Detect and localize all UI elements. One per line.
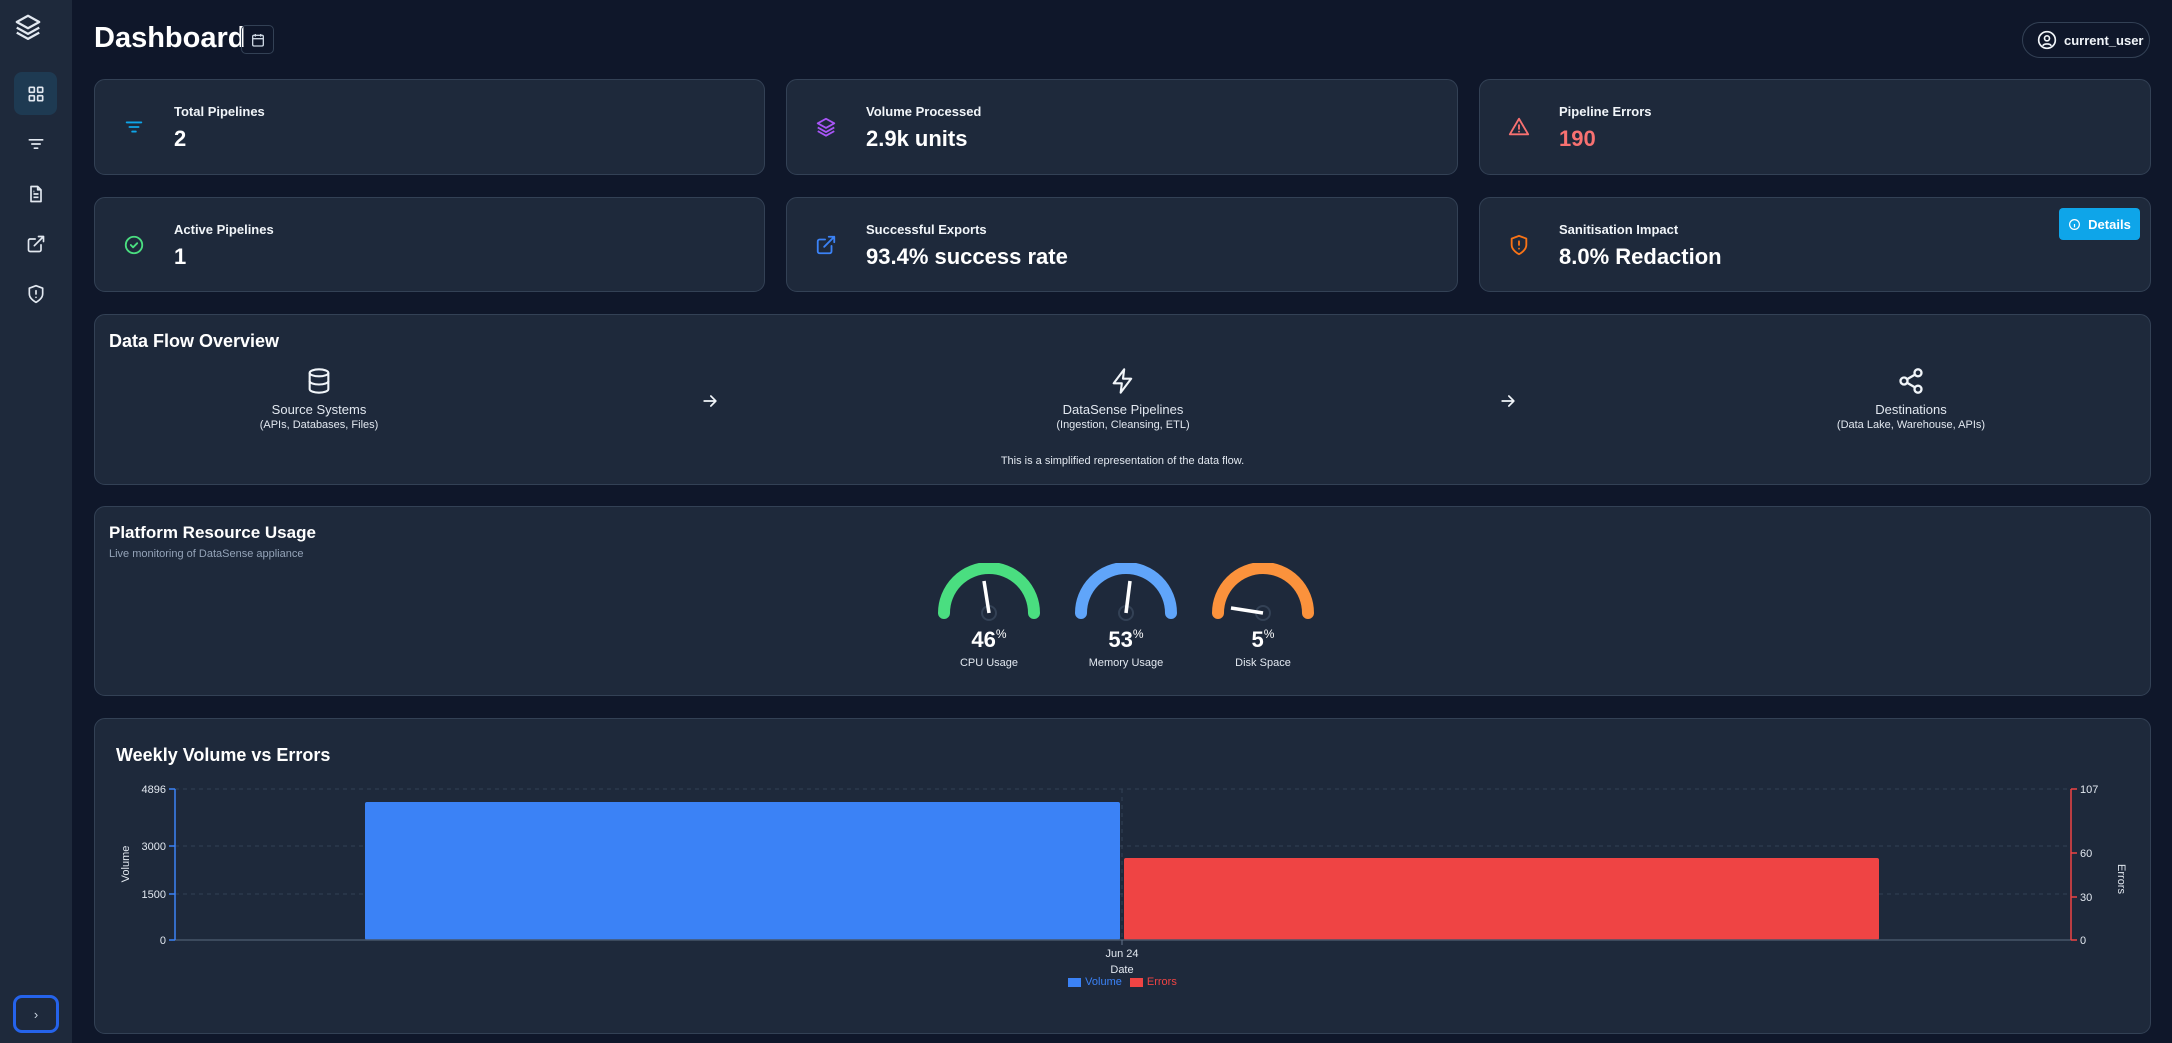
- gauge-dial: [938, 563, 1040, 621]
- grid-icon: [28, 86, 44, 101]
- gauge-memory: 53% Memory Usage: [1071, 563, 1181, 669]
- flow-note: This is a simplified representation of t…: [1000, 455, 1245, 467]
- stat-value: 2: [174, 126, 187, 151]
- page-title: Dashboard: [94, 22, 246, 54]
- gauge-value: 5%: [1251, 627, 1275, 652]
- flow-node-destinations: Destinations (Data Lake, Warehouse, APIs…: [1761, 367, 2061, 431]
- sidebar-item-documents[interactable]: [14, 172, 57, 215]
- stat-value: 93.4% success rate: [866, 244, 1068, 269]
- svg-text:1500: 1500: [142, 889, 166, 901]
- bar-chart: 4896 3000 1500 0 Volume 107 60 30 0 Erro…: [120, 784, 2127, 976]
- svg-text:0: 0: [2080, 935, 2086, 947]
- svg-text:Volume: Volume: [120, 846, 132, 883]
- data-flow-card: Data Flow Overview Source Systems (APIs,…: [94, 314, 2151, 485]
- bar-errors: [1124, 858, 1879, 940]
- bar-volume: [365, 802, 1120, 940]
- shield-alert-icon: [28, 284, 44, 303]
- gauge-label: CPU Usage: [959, 657, 1019, 669]
- sidebar-expand-button[interactable]: ›: [13, 995, 59, 1033]
- chevron-right-icon: ›: [33, 1006, 39, 1022]
- gauge-value: 46%: [971, 627, 1007, 652]
- resource-usage-card: Platform Resource Usage Live monitoring …: [94, 506, 2151, 696]
- svg-text:Date: Date: [1110, 964, 1133, 976]
- chart-legend: Volume Errors: [95, 976, 2150, 988]
- arrow-right-icon: [1501, 395, 1515, 407]
- user-circle-icon: [2037, 30, 2057, 50]
- stat-label: Sanitisation Impact: [1559, 222, 1679, 237]
- stat-card-sanitisation-impact: Sanitisation Impact 8.0% Redaction Detai…: [1479, 197, 2151, 292]
- layers-icon: [816, 117, 836, 137]
- stat-card-active-pipelines: Active Pipelines 1: [94, 197, 765, 292]
- stat-label: Pipeline Errors: [1559, 104, 1652, 119]
- gauge-cpu: 46% CPU Usage: [934, 563, 1044, 669]
- calendar-icon: [251, 33, 264, 47]
- file-text-icon: [29, 185, 42, 202]
- stat-label: Active Pipelines: [174, 222, 274, 237]
- flow-node-subtitle: (APIs, Databases, Files): [259, 419, 379, 431]
- section-title: Platform Resource Usage: [109, 523, 316, 542]
- check-circle-icon: [124, 235, 144, 255]
- legend-item-volume[interactable]: Volume: [1068, 976, 1122, 988]
- gauge-value: 53%: [1108, 627, 1144, 652]
- stat-card-total-pipelines: Total Pipelines 2: [94, 79, 765, 175]
- flow-node-title: Source Systems: [271, 402, 367, 417]
- svg-text:30: 30: [2080, 892, 2092, 904]
- sidebar-item-security[interactable]: [14, 272, 57, 315]
- zap-icon: [1112, 368, 1133, 394]
- stat-value: 2.9k units: [866, 126, 968, 151]
- svg-text:Errors: Errors: [2115, 864, 2127, 894]
- sidebar: ›: [0, 0, 72, 1043]
- gauge-label: Memory Usage: [1088, 657, 1164, 669]
- flow-node-pipelines: DataSense Pipelines (Ingestion, Cleansin…: [973, 367, 1273, 431]
- svg-text:60: 60: [2080, 848, 2092, 860]
- flow-node-subtitle: (Ingestion, Cleansing, ETL): [1056, 419, 1190, 431]
- gauge-dial: [1212, 563, 1314, 621]
- stat-value: 190: [1559, 126, 1596, 151]
- alert-triangle-icon: [1508, 117, 1530, 136]
- svg-text:Jun 24: Jun 24: [1105, 948, 1138, 960]
- stat-card-pipeline-errors: Pipeline Errors 190: [1479, 79, 2151, 175]
- user-menu-button[interactable]: current_user: [2022, 22, 2150, 58]
- stat-value: 1: [174, 244, 187, 269]
- stat-value: 8.0% Redaction: [1559, 244, 1722, 269]
- details-label: Details: [2088, 216, 2131, 232]
- flow-node-title: Destinations: [1875, 402, 1947, 417]
- svg-text:0: 0: [160, 935, 166, 947]
- weekly-chart-card: Weekly Volume vs Errors 4896 3000 1500 0…: [94, 718, 2151, 1034]
- stat-label: Total Pipelines: [174, 104, 265, 119]
- stat-label: Successful Exports: [866, 222, 987, 237]
- external-link-icon: [816, 235, 836, 255]
- sidebar-item-exports[interactable]: [14, 222, 57, 265]
- sidebar-item-dashboard[interactable]: [14, 72, 57, 115]
- arrow-right-icon: [703, 395, 717, 407]
- flow-node-title: DataSense Pipelines: [1062, 402, 1184, 417]
- details-button[interactable]: Details: [2059, 208, 2140, 240]
- info-icon: [2069, 218, 2081, 230]
- section-title: Data Flow Overview: [109, 331, 280, 351]
- gauge-dial: [1075, 563, 1177, 621]
- stat-card-volume-processed: Volume Processed 2.9k units: [786, 79, 1458, 175]
- shield-alert-icon: [1510, 234, 1528, 256]
- section-subtitle: Live monitoring of DataSense appliance: [109, 548, 304, 560]
- username: current_user: [2064, 32, 2144, 48]
- gauge-disk: 5% Disk Space: [1208, 563, 1318, 669]
- calendar-button[interactable]: [241, 25, 274, 54]
- database-icon: [308, 368, 330, 394]
- filter-icon: [28, 138, 44, 149]
- svg-text:4896: 4896: [142, 784, 166, 796]
- sidebar-item-pipelines[interactable]: [14, 122, 57, 165]
- stat-label: Volume Processed: [866, 104, 982, 119]
- svg-text:3000: 3000: [142, 841, 166, 853]
- chart-title: Weekly Volume vs Errors: [116, 745, 331, 765]
- flow-node-source: Source Systems (APIs, Databases, Files): [169, 367, 469, 431]
- layers-icon[interactable]: [13, 12, 45, 44]
- external-link-icon: [27, 235, 44, 252]
- share-icon: [1899, 368, 1923, 394]
- legend-item-errors[interactable]: Errors: [1129, 976, 1177, 988]
- stat-card-successful-exports: Successful Exports 93.4% success rate: [786, 197, 1458, 292]
- svg-text:107: 107: [2080, 784, 2098, 796]
- flow-node-subtitle: (Data Lake, Warehouse, APIs): [1836, 419, 1986, 431]
- gauge-label: Disk Space: [1235, 657, 1291, 669]
- filter-icon: [125, 121, 143, 133]
